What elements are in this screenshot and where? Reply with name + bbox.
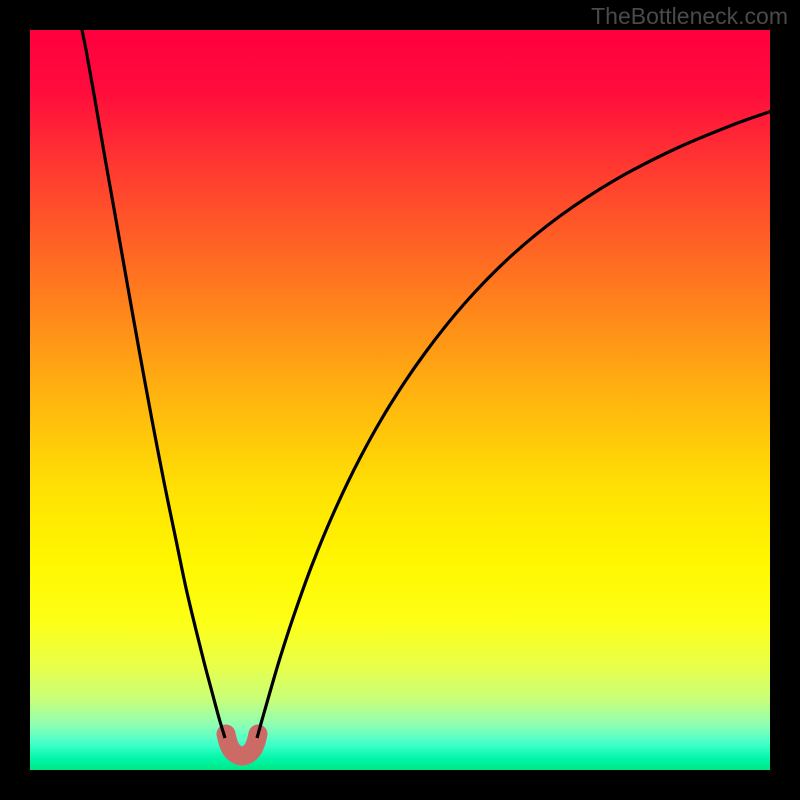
valley-marker	[226, 734, 258, 756]
watermark-text: TheBottleneck.com	[591, 3, 788, 30]
bottleneck-curve-left	[81, 30, 225, 738]
plot-frame	[30, 30, 770, 770]
bottleneck-curve-right	[257, 110, 770, 738]
plot-area	[30, 30, 770, 770]
curves-layer	[30, 30, 770, 770]
